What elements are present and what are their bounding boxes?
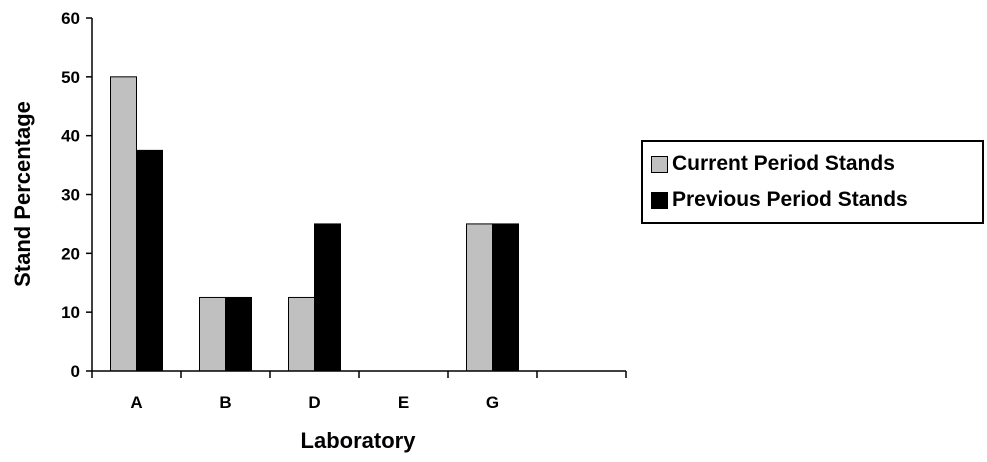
x-tick-label-e: E xyxy=(398,393,409,412)
y-tick-label: 10 xyxy=(61,303,80,322)
y-axis-title: Stand Percentage xyxy=(10,101,35,287)
x-tick-label-a: A xyxy=(130,393,142,412)
legend-label-previous: Previous Period Stands xyxy=(672,188,908,211)
x-tick-label-b: B xyxy=(219,393,231,412)
bar-d-previous xyxy=(314,223,341,372)
legend: Current Period Stands Previous Period St… xyxy=(641,140,984,224)
y-tick-label: 0 xyxy=(71,362,80,381)
x-axis-title: Laboratory xyxy=(301,428,417,453)
y-tick-label: 20 xyxy=(61,244,80,263)
bar-b-previous xyxy=(225,296,252,372)
legend-item-previous: Previous Period Stands xyxy=(651,185,908,215)
bar-d-current xyxy=(288,296,315,372)
bar-a-previous xyxy=(136,149,163,372)
bar-b-current xyxy=(199,296,226,372)
y-tick-label: 40 xyxy=(61,127,80,146)
legend-swatch-current xyxy=(651,155,668,173)
legend-swatch-previous xyxy=(651,191,668,209)
y-tick-label: 50 xyxy=(61,68,80,87)
y-tick-label: 60 xyxy=(61,9,80,28)
bar-g-previous xyxy=(492,223,519,372)
x-tick-label-d: D xyxy=(308,393,320,412)
legend-label-current: Current Period Stands xyxy=(672,152,895,175)
x-tick-label-g: G xyxy=(486,393,499,412)
legend-item-current: Current Period Stands xyxy=(651,149,895,179)
bar-g-current xyxy=(466,223,493,372)
y-tick-label: 30 xyxy=(61,186,80,205)
bar-a-current xyxy=(110,76,137,372)
